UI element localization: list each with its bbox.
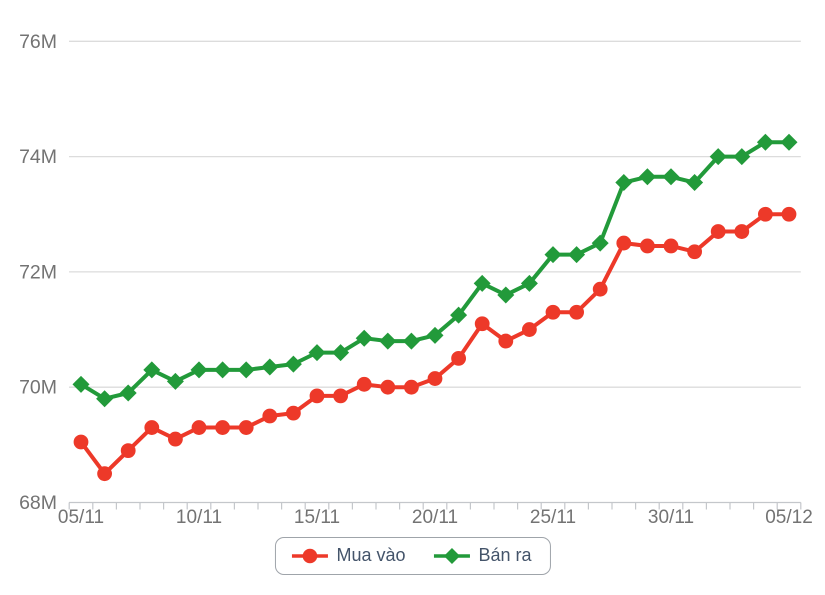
data-point[interactable] — [687, 244, 702, 260]
data-point[interactable] — [781, 206, 797, 222]
y-tick-label: 68M — [19, 492, 57, 514]
data-point[interactable] — [402, 332, 420, 350]
x-tick-label: 05/12 — [765, 507, 813, 528]
data-point[interactable] — [498, 333, 514, 349]
data-point[interactable] — [96, 390, 114, 408]
data-point[interactable] — [709, 148, 727, 166]
data-point[interactable] — [379, 332, 397, 350]
data-point[interactable] — [780, 133, 798, 151]
y-tick-label: 76M — [19, 31, 57, 53]
data-point[interactable] — [166, 372, 184, 390]
data-point[interactable] — [168, 431, 183, 447]
legend-label-mua-vao: Mua vào — [336, 545, 406, 565]
x-tick-label: 25/11 — [530, 507, 576, 528]
data-point[interactable] — [616, 235, 632, 251]
legend-item-ban-ra[interactable]: Bán ra — [432, 545, 532, 566]
data-point[interactable] — [545, 304, 561, 320]
data-point[interactable] — [72, 375, 90, 393]
data-point[interactable] — [119, 384, 137, 402]
y-tick-label: 70M — [19, 377, 57, 399]
series-0 — [73, 206, 797, 482]
data-point[interactable] — [190, 361, 208, 379]
x-tick-label: 20/11 — [412, 507, 458, 528]
data-point[interactable] — [238, 420, 254, 435]
legend-item-mua-vao[interactable]: Mua vào — [289, 545, 406, 566]
gridlines — [69, 40, 801, 504]
data-point[interactable] — [286, 405, 301, 421]
y-axis-labels: 68M 70M 72M 74M 76M — [19, 31, 57, 514]
data-point[interactable] — [450, 306, 468, 324]
data-point[interactable] — [615, 174, 633, 192]
data-point[interactable] — [333, 388, 348, 404]
x-tick-label: 30/11 — [648, 507, 694, 528]
data-point[interactable] — [309, 388, 325, 404]
x-axis-labels: 05/11 10/11 15/11 20/11 25/11 30/11 05/12 — [58, 507, 813, 528]
data-point[interactable] — [73, 434, 89, 450]
data-point[interactable] — [144, 420, 160, 435]
data-point[interactable] — [473, 274, 491, 292]
data-point[interactable] — [756, 133, 774, 151]
data-point[interactable] — [758, 206, 773, 222]
data-point[interactable] — [568, 246, 586, 264]
chart-legend: Mua vào Bán ra — [274, 537, 551, 575]
data-point[interactable] — [569, 304, 584, 320]
data-point[interactable] — [640, 238, 655, 254]
legend-label-ban-ra: Bán ra — [478, 545, 532, 565]
data-point[interactable] — [261, 358, 279, 376]
data-point[interactable] — [215, 420, 231, 435]
price-line-chart[interactable]: 68M 70M 72M 74M 76M 05/11 10/11 15/11 20/11 25/11… — [0, 0, 825, 530]
data-point[interactable] — [734, 224, 750, 239]
series-1 — [72, 133, 798, 408]
data-point[interactable] — [332, 344, 350, 362]
data-point[interactable] — [284, 355, 302, 373]
green-diamond-marker-icon — [433, 547, 470, 564]
data-point[interactable] — [474, 316, 490, 332]
y-tick-label: 72M — [19, 261, 57, 283]
data-point[interactable] — [662, 168, 680, 186]
data-point[interactable] — [404, 379, 419, 395]
data-point[interactable] — [544, 246, 562, 264]
data-point[interactable] — [262, 408, 278, 424]
data-point[interactable] — [237, 361, 255, 379]
x-tick-label: 10/11 — [176, 507, 222, 528]
y-tick-label: 74M — [19, 146, 57, 168]
x-tick-label: 15/11 — [294, 507, 340, 528]
data-point[interactable] — [426, 326, 444, 344]
data-point[interactable] — [380, 379, 396, 395]
data-point[interactable] — [355, 329, 373, 347]
x-tick-label: 05/11 — [58, 507, 104, 528]
data-point[interactable] — [308, 344, 326, 362]
data-point[interactable] — [97, 466, 112, 482]
data-point[interactable] — [191, 420, 207, 435]
red-circle-marker-icon — [291, 548, 328, 563]
data-point[interactable] — [427, 371, 443, 386]
data-point[interactable] — [733, 148, 751, 166]
data-point[interactable] — [451, 350, 466, 366]
data-point[interactable] — [522, 322, 537, 337]
data-point[interactable] — [520, 274, 538, 292]
data-point[interactable] — [663, 238, 679, 254]
data-point[interactable] — [592, 281, 608, 297]
data-point[interactable] — [497, 286, 515, 304]
data-point[interactable] — [143, 361, 161, 379]
data-point[interactable] — [356, 376, 372, 392]
data-point[interactable] — [638, 168, 656, 186]
data-point[interactable] — [710, 224, 726, 239]
data-point[interactable] — [120, 443, 136, 459]
data-point[interactable] — [214, 361, 232, 379]
data-point[interactable] — [591, 234, 609, 252]
data-point[interactable] — [686, 174, 704, 192]
x-axis-ticks — [68, 502, 802, 510]
